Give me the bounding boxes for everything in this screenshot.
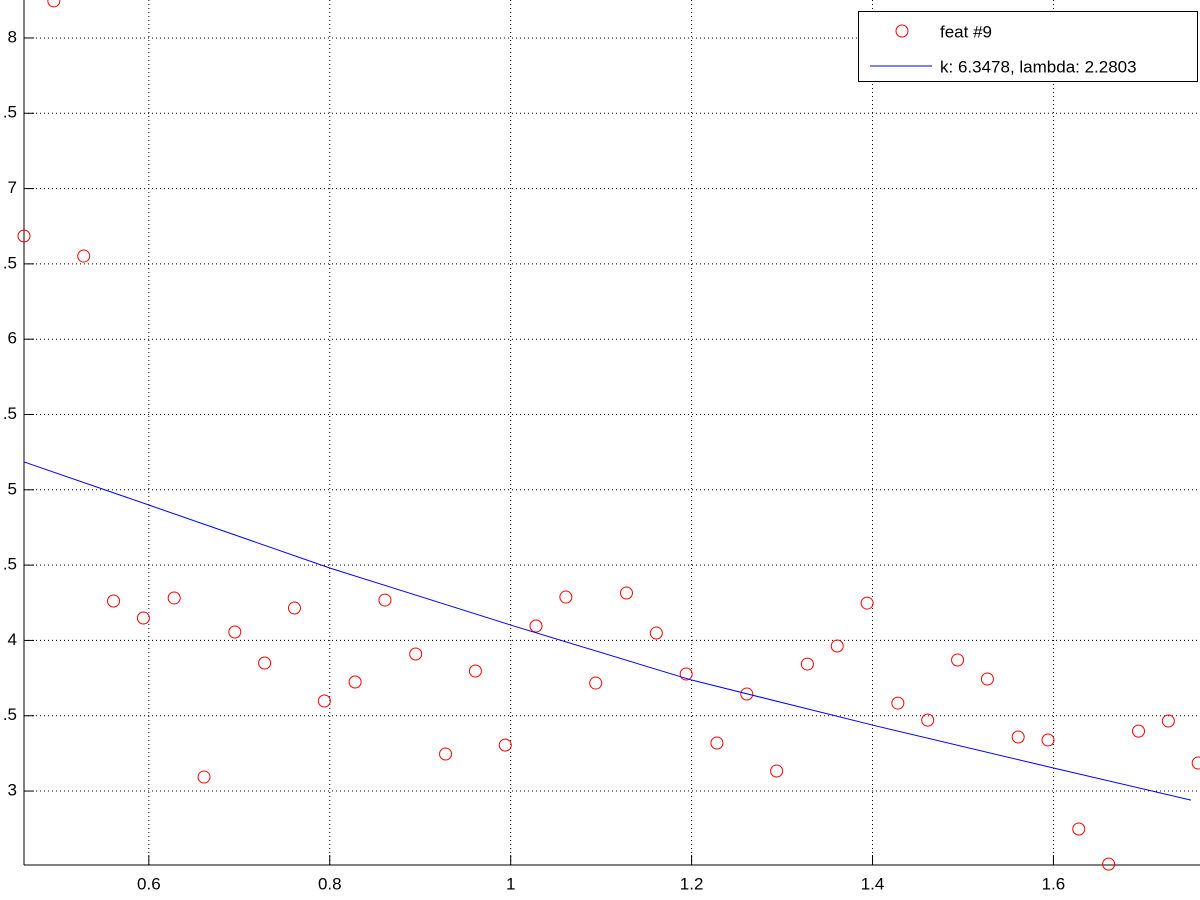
fit-line [23,461,1192,801]
point [317,694,331,708]
point [167,591,181,605]
x-tick-label: 1 [506,874,515,893]
point [107,594,121,608]
point [348,675,362,689]
point [409,647,423,661]
x-tick-label: 1.6 [1042,874,1066,893]
point [1072,822,1086,836]
x-tick-label: 0.8 [318,874,342,893]
legend: feat #9 k: 6.3478, lambda: 2.2803 [858,11,1198,82]
y-tick-label: 7 [8,178,17,197]
point [860,596,874,610]
legend-box [858,11,1198,82]
point [47,0,61,8]
point [136,611,150,625]
point [228,625,242,639]
y-tick-label: .5 [3,103,17,122]
point [197,770,211,784]
legend-label: feat #9 [940,22,992,41]
point [951,653,965,667]
y-tick-label: .5 [3,705,17,724]
point [439,747,453,761]
point [740,687,754,701]
y-tick-label: 5 [8,479,17,498]
point [1131,724,1145,738]
x-tick-label: 1.4 [861,874,885,893]
point [1191,756,1200,770]
point [529,619,543,633]
point [258,656,272,670]
point [378,593,392,607]
legend-label: k: 6.3478, lambda: 2.2803 [940,57,1137,76]
point [1041,733,1055,747]
point [1011,730,1025,744]
point [1102,857,1116,871]
x-tick-label: 1.2 [680,874,704,893]
legend-marker [895,24,909,38]
point [800,657,814,671]
point [921,713,935,727]
x-tick-label: 0.6 [137,874,161,893]
point [830,639,844,653]
point [619,586,633,600]
point [287,601,301,615]
point [770,764,784,778]
point [559,590,573,604]
y-tick-label: .5 [3,253,17,272]
point [710,736,724,750]
y-tick-label: .5 [3,404,17,423]
point [17,229,31,243]
point [77,249,91,263]
point [649,626,663,640]
point [1161,714,1175,728]
y-tick-label: 4 [8,630,17,649]
point [891,696,905,710]
y-tick-label: 6 [8,329,17,348]
point [468,664,482,678]
point [980,672,994,686]
point [679,667,693,681]
point [589,676,603,690]
y-tick-label: 8 [8,27,17,46]
y-tick-label: 3 [8,781,17,800]
point [498,738,512,752]
y-tick-label: .5 [3,555,17,574]
